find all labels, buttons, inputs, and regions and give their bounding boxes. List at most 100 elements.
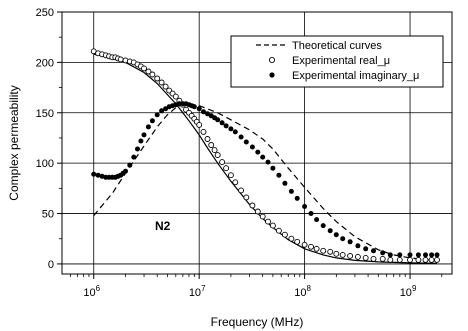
y-axis-title: Complex permeability — [7, 85, 21, 200]
theoretical-real-curve — [93, 53, 438, 264]
real-data-point — [259, 213, 266, 220]
y-tick-label: 250 — [36, 7, 54, 19]
real-data-point — [227, 172, 234, 179]
imaginary-data-point — [191, 104, 197, 110]
legend: Theoretical curves Experimental real_μ E… — [230, 35, 444, 88]
imaginary-data-point — [308, 211, 314, 216]
real-data-point — [354, 253, 361, 260]
imaginary-data-point — [314, 217, 320, 223]
real-data-point — [243, 194, 250, 201]
real-data-point — [320, 247, 327, 254]
annotation-label: N2 — [155, 219, 171, 233]
imaginary-data-point — [145, 124, 151, 130]
real-data-point — [214, 152, 221, 159]
x-tick-label: 107 — [189, 284, 206, 299]
imaginary-data-point — [135, 146, 140, 152]
imaginary-data-point — [219, 120, 225, 126]
imaginary-data-point — [320, 223, 326, 229]
imaginary-data-point — [363, 246, 369, 252]
y-tick-label: 200 — [36, 57, 54, 69]
imaginary-data-point — [141, 132, 147, 138]
real-data-point — [407, 256, 413, 263]
imaginary-data-point — [397, 252, 403, 258]
real-data-point — [145, 68, 152, 75]
axes: 106 107 108 109 0 50 100 150 200 250 — [36, 7, 443, 299]
imaginary-data-point — [355, 243, 361, 249]
real-data-point — [172, 93, 179, 100]
imaginary-data-point — [159, 108, 165, 114]
real-data-point — [141, 65, 147, 72]
imaginary-data-point — [238, 134, 244, 140]
x-axis-title: Frequency (MHz) — [211, 315, 304, 329]
real-data-point — [208, 142, 215, 148]
imaginary-data-point — [201, 109, 206, 115]
y-tick-label: 0 — [48, 259, 54, 271]
imaginary-data-point — [205, 111, 210, 117]
real-data-point — [158, 79, 165, 86]
imaginary-data-point — [276, 172, 282, 178]
imaginary-data-point — [149, 118, 155, 124]
imaginary-data-point — [333, 232, 339, 238]
imaginary-data-point — [215, 117, 221, 123]
imaginary-data-point — [91, 171, 97, 177]
imaginary-data-point — [228, 126, 234, 132]
imaginary-data-point — [294, 195, 300, 201]
imaginary-data-point — [232, 129, 238, 135]
real-data-point — [219, 159, 226, 166]
series-curves — [93, 53, 438, 264]
real-data-point — [387, 256, 394, 263]
imaginary-data-point — [243, 139, 249, 145]
imaginary-data-point — [95, 172, 101, 178]
plot-frame — [61, 11, 453, 275]
imaginary-data-point — [434, 252, 440, 258]
real-data-point — [396, 256, 403, 263]
imaginary-data-point — [127, 162, 133, 168]
x-tick-label: 106 — [83, 284, 100, 299]
real-data-point — [288, 235, 295, 242]
real-data-point — [333, 250, 340, 257]
x-tick-label: 108 — [294, 284, 311, 299]
imaginary-data-point — [407, 252, 413, 258]
real-data-point — [254, 208, 261, 215]
imaginary-data-point — [327, 228, 333, 234]
imaginary-data-point — [423, 252, 428, 258]
y-tick-label: 50 — [42, 209, 54, 221]
real-data-point — [162, 83, 169, 90]
imaginary-data-point — [302, 204, 308, 209]
real-data-point — [370, 255, 377, 262]
y-tick-label: 150 — [36, 108, 54, 120]
imaginary-data-point — [223, 123, 229, 129]
imaginary-data-point — [196, 106, 202, 112]
legend-marker-filled-circle — [269, 72, 275, 78]
real-data-point — [422, 256, 429, 263]
imaginary-data-point — [429, 252, 435, 258]
imaginary-data-point — [387, 252, 393, 258]
real-data-point — [379, 255, 386, 262]
real-data-point — [281, 231, 288, 238]
real-data-point — [204, 136, 211, 142]
real-data-point — [149, 71, 156, 78]
series-points — [90, 48, 440, 263]
real-data-point — [211, 147, 218, 154]
imaginary-data-point — [249, 144, 255, 150]
real-data-point — [223, 165, 230, 172]
imaginary-data-point — [415, 252, 421, 258]
real-data-point — [154, 75, 161, 82]
imaginary-data-point — [123, 168, 128, 174]
real-data-point — [339, 251, 346, 258]
real-data-point — [428, 256, 435, 263]
real-data-point — [232, 179, 239, 186]
theoretical-imaginary-curve — [93, 103, 438, 262]
imaginary-data-point — [260, 154, 266, 160]
real-data-point — [434, 256, 440, 263]
imaginary-data-point — [270, 165, 276, 171]
imaginary-data-point — [282, 180, 288, 186]
real-data-point — [301, 241, 308, 248]
real-data-point — [196, 121, 203, 128]
real-data-point — [117, 56, 124, 63]
real-data-point — [327, 248, 334, 255]
y-tick-label: 100 — [36, 158, 54, 170]
legend-label-real: Experimental real_μ — [292, 55, 390, 67]
real-data-point — [275, 227, 282, 234]
real-data-point — [308, 243, 314, 250]
